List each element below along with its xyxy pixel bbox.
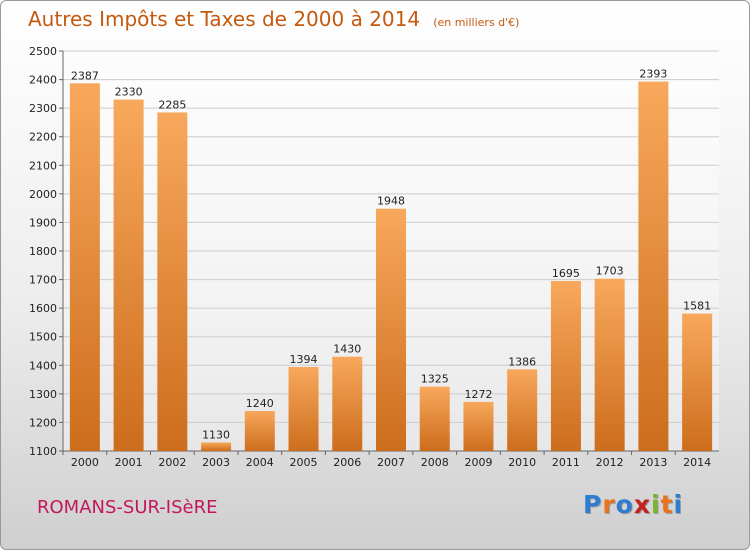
y-tick-label: 2100 [29, 159, 57, 172]
y-tick-label: 1700 [29, 274, 57, 287]
bar [201, 442, 232, 451]
bar [594, 278, 625, 451]
x-tick-label: 2000 [71, 456, 99, 469]
bar [638, 81, 669, 452]
x-tick-label: 2012 [596, 456, 624, 469]
bar [113, 99, 144, 452]
logo-letter: r [602, 490, 616, 519]
data-label: 1695 [552, 267, 580, 280]
x-tick-label: 2011 [552, 456, 580, 469]
chart-unit: (en milliers d'€) [433, 16, 520, 29]
bar [288, 367, 319, 451]
data-label: 2285 [158, 98, 186, 111]
x-tick-label: 2005 [290, 456, 318, 469]
x-tick-label: 2008 [421, 456, 449, 469]
bar [550, 281, 581, 451]
logo-letter: i [651, 490, 661, 519]
bar [69, 83, 100, 452]
x-tick-label: 2002 [158, 456, 186, 469]
x-tick-label: 2003 [202, 456, 230, 469]
y-tick-label: 2000 [29, 188, 57, 201]
bar [419, 386, 450, 451]
x-tick-label: 2007 [377, 456, 405, 469]
logo-letter: i [673, 490, 684, 519]
data-label: 1325 [421, 373, 449, 386]
town-name: ROMANS-SUR-ISèRE [37, 497, 218, 518]
y-tick-label: 1300 [29, 388, 57, 401]
data-label: 1581 [683, 300, 711, 313]
bar [463, 401, 494, 451]
data-label: 1394 [290, 353, 318, 366]
data-label: 1948 [377, 195, 405, 208]
y-tick-label: 1100 [29, 445, 57, 458]
data-label: 1386 [508, 355, 536, 368]
bar [507, 369, 538, 451]
data-label: 1240 [246, 397, 274, 410]
bar [682, 313, 713, 451]
data-label: 1130 [202, 428, 230, 441]
y-tick-label: 1900 [29, 216, 57, 229]
bar [244, 411, 275, 451]
data-label: 1272 [464, 388, 492, 401]
logo-letter: P [583, 490, 603, 519]
y-tick-label: 2200 [29, 131, 57, 144]
proxiti-logo: Proxiti [583, 490, 683, 519]
chart-title-text: Autres Impôts et Taxes de 2000 à 2014 [28, 7, 421, 31]
data-label: 2330 [115, 86, 143, 99]
logo-letter: t [660, 490, 674, 519]
data-label: 1703 [596, 265, 624, 278]
y-tick-label: 2500 [29, 45, 57, 58]
x-tick-label: 2001 [115, 456, 143, 469]
x-tick-label: 2010 [508, 456, 536, 469]
y-tick-label: 1200 [29, 416, 57, 429]
y-tick-label: 2400 [29, 74, 57, 87]
chart-title: Autres Impôts et Taxes de 2000 à 2014 (e… [28, 7, 519, 31]
x-tick-label: 2013 [639, 456, 667, 469]
y-tick-label: 1400 [29, 359, 57, 372]
bar [157, 112, 188, 451]
bar [332, 356, 363, 451]
bar [376, 208, 406, 451]
x-tick-label: 2006 [333, 456, 361, 469]
data-label: 2393 [639, 68, 667, 81]
x-tick-label: 2014 [683, 456, 711, 469]
y-tick-label: 1600 [29, 302, 57, 315]
data-label: 2387 [71, 69, 99, 82]
y-tick-label: 1800 [29, 245, 57, 258]
y-tick-label: 2300 [29, 102, 57, 115]
data-label: 1430 [333, 343, 361, 356]
x-tick-label: 2009 [464, 456, 492, 469]
logo-letter: o [615, 490, 634, 519]
logo-letter: x [633, 490, 651, 519]
y-tick-label: 1500 [29, 331, 57, 344]
x-tick-label: 2004 [246, 456, 274, 469]
